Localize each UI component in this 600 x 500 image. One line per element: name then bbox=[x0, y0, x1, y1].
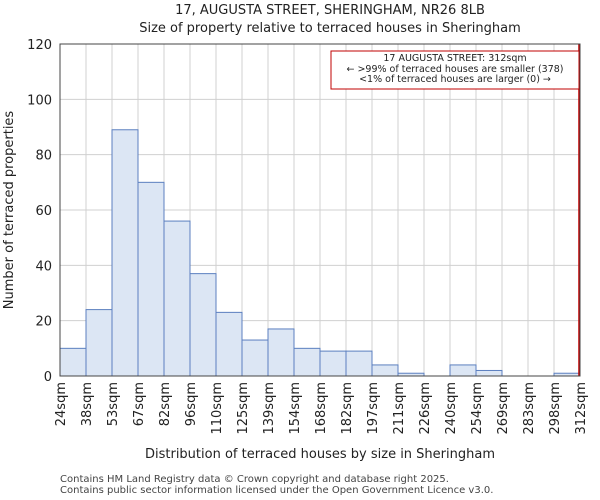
x-tick-label: 283sqm bbox=[522, 382, 537, 435]
y-tick-label: 40 bbox=[35, 259, 52, 274]
x-tick-label: 53sqm bbox=[106, 382, 121, 426]
y-tick-label: 20 bbox=[35, 315, 52, 330]
bar bbox=[85, 309, 113, 377]
bar bbox=[267, 328, 295, 377]
bars bbox=[59, 129, 581, 377]
x-tick-label: 182sqm bbox=[340, 382, 355, 435]
x-tick-label: 298sqm bbox=[548, 382, 563, 435]
annotation-title: 17 AUGUSTA STREET: 312sqm bbox=[383, 53, 526, 64]
chart-title: 17, AUGUSTA STREET, SHERINGHAM, NR26 8LB bbox=[175, 3, 485, 18]
y-tick-label: 0 bbox=[44, 370, 52, 385]
bar bbox=[137, 181, 165, 377]
x-tick-label: 211sqm bbox=[392, 382, 407, 435]
bar bbox=[449, 364, 477, 377]
annotation-box: 17 AUGUSTA STREET: 312sqm ← >99% of terr… bbox=[330, 50, 580, 90]
bar bbox=[59, 347, 87, 377]
x-axis-label: Distribution of terraced houses by size … bbox=[145, 447, 495, 462]
bar bbox=[215, 311, 243, 377]
bar bbox=[293, 347, 321, 377]
x-tick-label: 226sqm bbox=[418, 382, 433, 435]
x-tick-label: 240sqm bbox=[444, 382, 459, 435]
bar bbox=[475, 369, 503, 377]
x-tick-label: 82sqm bbox=[158, 382, 173, 426]
x-tick-label: 154sqm bbox=[288, 382, 303, 435]
y-tick-label: 80 bbox=[35, 149, 52, 164]
y-tick-labels: 0 20 40 60 80 100 120 bbox=[27, 38, 52, 385]
bar bbox=[319, 350, 347, 377]
x-tick-label: 269sqm bbox=[496, 382, 511, 435]
annotation-smaller: ← >99% of terraced houses are smaller (3… bbox=[346, 64, 563, 75]
bar bbox=[371, 364, 399, 377]
footer-line-1: Contains HM Land Registry data © Crown c… bbox=[60, 474, 449, 485]
bar bbox=[345, 350, 373, 377]
x-tick-label: 110sqm bbox=[210, 382, 225, 435]
annotation-frame bbox=[330, 50, 580, 90]
x-tick-label: 312sqm bbox=[574, 382, 589, 435]
x-tick-label: 168sqm bbox=[314, 382, 329, 435]
x-tick-label: 24sqm bbox=[54, 382, 69, 426]
bar bbox=[111, 129, 139, 377]
x-tick-labels: 24sqm 38sqm 53sqm 67sqm 82sqm 96sqm 110sqm 125s… bbox=[54, 382, 589, 435]
bar bbox=[241, 339, 269, 377]
x-tick-label: 96sqm bbox=[184, 382, 199, 426]
annotation-larger: <1% of terraced houses are larger (0) → bbox=[359, 74, 551, 85]
y-tick-label: 120 bbox=[27, 38, 52, 53]
bar bbox=[163, 220, 191, 377]
x-tick-label: 125sqm bbox=[236, 382, 251, 435]
x-tick-label: 139sqm bbox=[262, 382, 277, 435]
y-axis-label: Number of terraced properties bbox=[2, 111, 17, 310]
x-tick-label: 197sqm bbox=[366, 382, 381, 435]
x-tick-label: 38sqm bbox=[80, 382, 95, 426]
y-tick-label: 100 bbox=[27, 93, 52, 108]
y-tick-label: 60 bbox=[35, 204, 52, 219]
x-tick-label: 254sqm bbox=[470, 382, 485, 435]
x-tick-label: 67sqm bbox=[132, 382, 147, 426]
chart-subtitle: Size of property relative to terraced ho… bbox=[139, 21, 521, 36]
footer-line-2: Contains public sector information licen… bbox=[60, 485, 494, 496]
bar bbox=[189, 273, 217, 377]
plot-frame bbox=[59, 43, 581, 377]
